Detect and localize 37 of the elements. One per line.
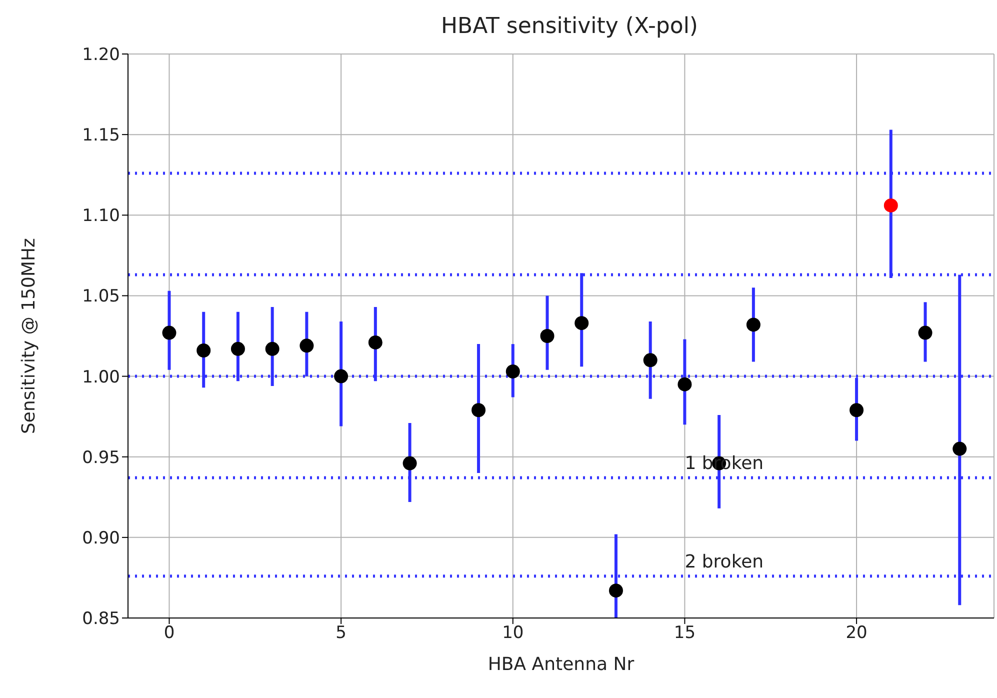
x-tick-label: 5 bbox=[336, 623, 346, 644]
point bbox=[472, 403, 486, 418]
point bbox=[643, 353, 658, 368]
point bbox=[368, 335, 382, 350]
point bbox=[300, 338, 314, 353]
point bbox=[574, 316, 589, 330]
y-tick-label: 1.15 bbox=[82, 126, 120, 146]
chart-title: HBAT sensitivity (X-pol) bbox=[440, 14, 700, 39]
point bbox=[540, 329, 554, 343]
point bbox=[918, 326, 932, 340]
annotation: 2 broken bbox=[684, 551, 764, 572]
point bbox=[334, 369, 348, 384]
x-tick-label: 0 bbox=[164, 623, 175, 644]
point bbox=[952, 442, 967, 456]
point bbox=[884, 198, 898, 212]
point bbox=[608, 584, 623, 598]
y-tick-label: 1.05 bbox=[82, 286, 120, 307]
x-axis-title: HBA Antenna Nr bbox=[488, 654, 635, 675]
point bbox=[162, 326, 176, 340]
point bbox=[196, 344, 211, 358]
y-tick-label: 0.90 bbox=[82, 528, 120, 548]
y-tick-label: 1.10 bbox=[82, 206, 120, 226]
point bbox=[506, 364, 520, 378]
point bbox=[850, 403, 864, 418]
point bbox=[678, 377, 692, 392]
y-tick-label: 1.20 bbox=[82, 45, 120, 66]
point bbox=[402, 456, 417, 470]
x-tick-label: 15 bbox=[674, 623, 696, 644]
x-tick-label: 10 bbox=[502, 623, 524, 644]
y-tick-label: 0.95 bbox=[82, 448, 120, 468]
y-axis-title: Sensitivity @ 150MHz bbox=[18, 238, 40, 434]
y-tick-label: 1.00 bbox=[82, 367, 120, 388]
point bbox=[265, 342, 280, 356]
x-tick-label: 20 bbox=[846, 623, 868, 644]
point bbox=[230, 342, 245, 356]
y-tick-label: 0.85 bbox=[82, 609, 120, 630]
point bbox=[746, 318, 760, 332]
